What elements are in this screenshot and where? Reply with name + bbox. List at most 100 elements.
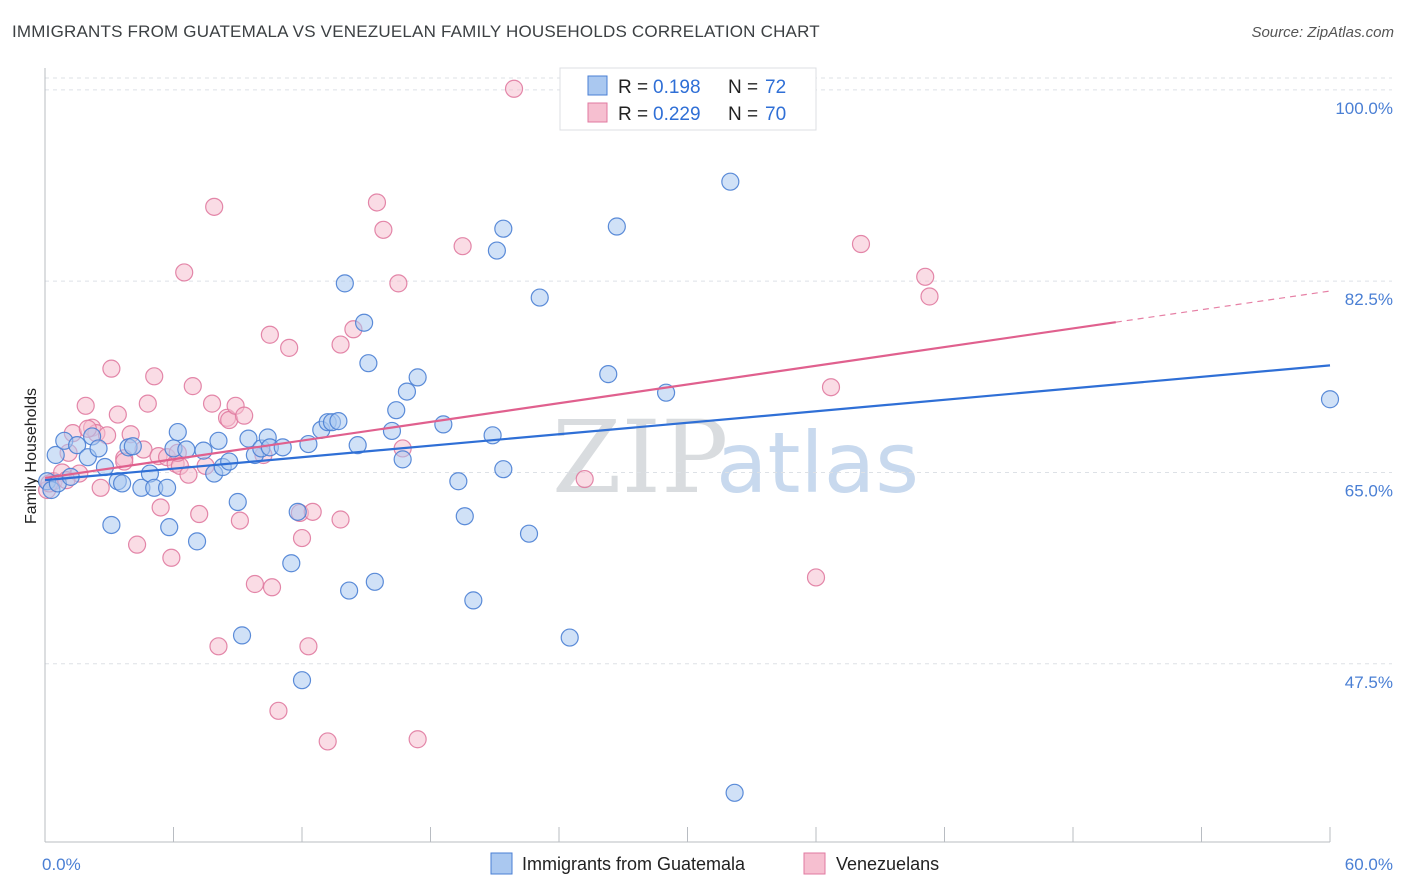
guatemala-point: [329, 412, 348, 431]
venezuelan-point: [102, 359, 121, 378]
guatemala-point: [112, 474, 132, 493]
legend-n-label-blue: N =: [728, 77, 758, 98]
venezuelan-point: [245, 574, 264, 594]
guatemala-point: [68, 436, 87, 455]
guatemala-point: [725, 783, 744, 802]
legend-n-label-pink: N =: [728, 104, 758, 125]
guatemala-point: [487, 241, 506, 260]
guatemala-point: [288, 502, 307, 521]
guatemala-point: [209, 431, 228, 450]
y-tick-label: 47.5%: [1345, 673, 1393, 692]
venezuelan-point: [179, 465, 198, 484]
watermark-zip: ZIP: [552, 399, 728, 516]
guatemala-point: [220, 452, 239, 471]
x-axis-ticks: [44, 827, 1331, 842]
y-tick-label: 65.0%: [1345, 481, 1393, 500]
venezuelan-point: [269, 701, 288, 720]
source-label: Source: ZipAtlas.com: [1251, 24, 1394, 41]
venezuelan-point: [175, 263, 194, 282]
venezuelan-point: [806, 568, 826, 587]
guatemala-point: [232, 626, 252, 645]
series-legend-swatch-blue: [490, 852, 513, 875]
venezuelan-point: [408, 730, 427, 749]
guatemala-point: [464, 591, 483, 610]
guatemala-point: [408, 368, 427, 387]
guatemala-point: [449, 472, 468, 491]
guatemala-point: [397, 382, 417, 401]
venezuelan-point: [280, 338, 299, 357]
guatemala-point: [382, 421, 402, 441]
guatemala-point: [348, 436, 367, 455]
trend-lines: [44, 290, 1331, 482]
venezuelan-point: [260, 325, 279, 344]
venezuelan-point: [331, 335, 350, 354]
x-tick-label-max: 60.0%: [1345, 855, 1393, 874]
guatemala-point: [168, 422, 187, 442]
series-legend-label-pink: Venezuelans: [836, 854, 939, 874]
venezuelan-point: [145, 367, 164, 386]
legend-n-value-blue: 72: [765, 77, 786, 98]
guatemala-point: [335, 274, 354, 293]
guatemala-point: [494, 219, 513, 238]
guatemala-point: [89, 439, 108, 458]
x-tick-label-min: 0.0%: [42, 855, 81, 874]
guatemala-point: [355, 313, 374, 332]
venezuelan-point: [453, 237, 472, 256]
legend-r-label-pink: R =: [618, 104, 648, 125]
y-tick-label: 82.5%: [1345, 290, 1393, 309]
venezuelan-point: [299, 637, 318, 656]
venezuelan-point: [138, 394, 157, 413]
series-legend-swatch-pink: [803, 852, 826, 875]
guatemala-point: [359, 354, 378, 373]
venezuelan-trend-line: [44, 321, 1116, 480]
venezuelan-trend-line-extension: [1115, 290, 1331, 323]
venezuelan-point: [389, 274, 408, 293]
venezuelan-point: [202, 394, 222, 413]
legend-swatch-blue: [587, 75, 608, 96]
guatemala-point: [102, 515, 121, 535]
guatemala-point: [340, 581, 359, 600]
series-legend-label-blue: Immigrants from Guatemala: [522, 854, 746, 874]
venezuelan-point: [920, 287, 939, 306]
venezuelan-point: [367, 193, 387, 212]
venezuelan-point: [162, 548, 181, 567]
venezuelan-point: [209, 637, 228, 656]
guatemala-point: [599, 365, 618, 384]
venezuelan-point: [235, 406, 254, 425]
y-axis-tick-labels: 47.5% 65.0% 82.5% 100.0%: [1335, 99, 1393, 692]
legend-r-value-blue: 0.198: [653, 77, 701, 98]
chart-title: IMMIGRANTS FROM GUATEMALA VS VENEZUELAN …: [12, 22, 820, 41]
venezuelan-point: [76, 396, 95, 415]
guatemala-point: [157, 478, 177, 497]
venezuelan-point: [230, 511, 249, 530]
guatemala-point: [95, 457, 115, 477]
venezuelan-point: [127, 535, 147, 554]
y-axis-label: Family Households: [23, 388, 40, 524]
legend-swatch-pink: [587, 102, 608, 123]
venezuelan-point: [183, 377, 202, 396]
guatemala-point: [123, 437, 142, 456]
venezuelan-point: [108, 405, 127, 424]
guatemala-trend-line: [44, 364, 1331, 482]
guatemala-point: [292, 671, 312, 690]
gridlines: [45, 77, 1392, 665]
venezuelan-point: [151, 498, 170, 517]
guatemala-point: [721, 172, 740, 191]
guatemala-point: [228, 492, 247, 512]
series-legend: Immigrants from Guatemala Venezuelans: [490, 852, 939, 875]
venezuelan-point: [575, 469, 594, 489]
guatemala-point: [519, 524, 539, 543]
guatemala-point: [530, 288, 549, 307]
guatemala-point: [607, 217, 626, 236]
stats-legend: R = 0.198 N = 72 R = 0.229 N = 70: [559, 67, 817, 131]
venezuelan-point: [331, 510, 350, 529]
guatemala-point: [46, 445, 65, 465]
legend-n-value-pink: 70: [765, 104, 786, 125]
legend-r-label-blue: R =: [618, 77, 648, 98]
guatemala-point: [160, 518, 179, 537]
venezuelan-point: [91, 478, 110, 497]
guatemala-point: [455, 507, 474, 526]
guatemala-point: [282, 554, 301, 573]
guatemala-point: [1320, 390, 1340, 409]
